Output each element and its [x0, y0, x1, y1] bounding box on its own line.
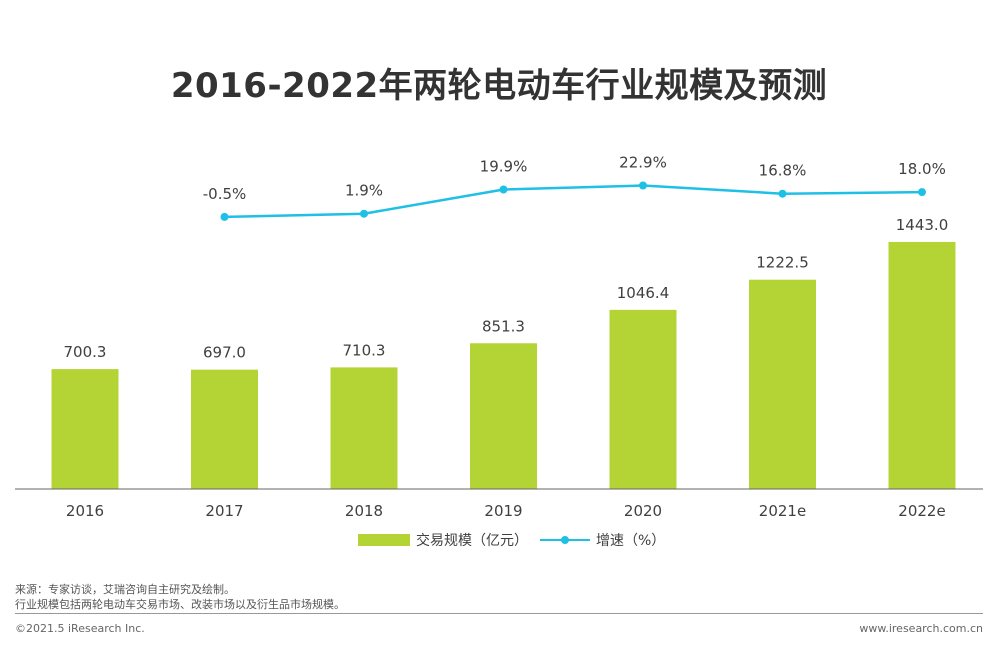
bar-value-label-2018: 710.3 [343, 341, 386, 359]
x-tick-2021e: 2021e [759, 502, 806, 520]
x-tick-2022e: 2022e [898, 502, 945, 520]
growth-line [224, 184, 923, 219]
source-note: 来源：专家访谈，艾瑞咨询自主研究及绘制。 [15, 583, 235, 596]
growth-point-2022e [918, 188, 926, 197]
bar-2018 [330, 367, 398, 489]
growth-point-2021e [778, 189, 787, 198]
bar-value-label-2017: 697.0 [203, 344, 246, 362]
x-tick-2017: 2017 [205, 502, 243, 520]
bar-2017 [191, 369, 258, 489]
legend: 交易规模（亿元） 增速（%） [358, 532, 665, 549]
growth-label-2017: -0.5% [203, 185, 247, 203]
growth-point-2017 [220, 212, 229, 221]
bar-2019 [470, 343, 537, 489]
legend-line-label: 增速（%） [596, 533, 665, 549]
website-text: www.iresearch.com.cn [859, 622, 983, 635]
bars-layer: 700.3 697.0 710.3 851.3 1046.4 1222.5 1443.0 [51, 216, 956, 489]
scope-note: 行业规模包括两轮电动车交易市场、改装市场以及衍生品市场规模。 [15, 598, 345, 611]
x-tick-labels: 2016 2017 2018 2019 2020 2021e 2022e [66, 502, 946, 520]
chart-title: 2016-2022年两轮电动车行业规模及预测 [170, 66, 828, 106]
bar-2022e [888, 241, 956, 489]
legend-bar-label: 交易规模（亿元） [416, 532, 528, 549]
x-tick-2016: 2016 [66, 502, 104, 520]
x-tick-2020: 2020 [624, 502, 662, 520]
bar-value-label-2020: 1046.4 [617, 284, 670, 302]
growth-label-2019: 19.9% [480, 158, 528, 176]
growth-label-2018: 1.9% [345, 182, 383, 200]
growth-point-2020 [639, 181, 647, 190]
bar-value-label-2019: 851.3 [482, 317, 525, 335]
footer-divider [15, 613, 983, 614]
bar-2020 [609, 309, 677, 489]
copyright-text: ©2021.5 iResearch Inc. [15, 622, 145, 635]
growth-point-2018 [360, 209, 368, 218]
bar-value-label-2022e: 1443.0 [896, 216, 949, 234]
legend-line-marker [561, 536, 569, 544]
growth-label-2020: 22.9% [619, 154, 667, 172]
growth-label-2021e: 16.8% [759, 162, 807, 180]
bar-value-label-2021e: 1222.5 [756, 254, 809, 272]
growth-label-2022e: 18.0% [898, 160, 946, 178]
bar-value-label-2016: 700.3 [64, 343, 107, 361]
growth-line-layer: -0.5% 1.9% 19.9% 22.9% 16.8% 18.0% [203, 154, 946, 221]
x-tick-2019: 2019 [484, 502, 522, 520]
bar-2021e [749, 279, 816, 489]
legend-bar-swatch [358, 534, 410, 546]
x-tick-2018: 2018 [345, 502, 383, 520]
growth-point-2019 [499, 185, 508, 194]
bar-2016 [51, 369, 119, 489]
